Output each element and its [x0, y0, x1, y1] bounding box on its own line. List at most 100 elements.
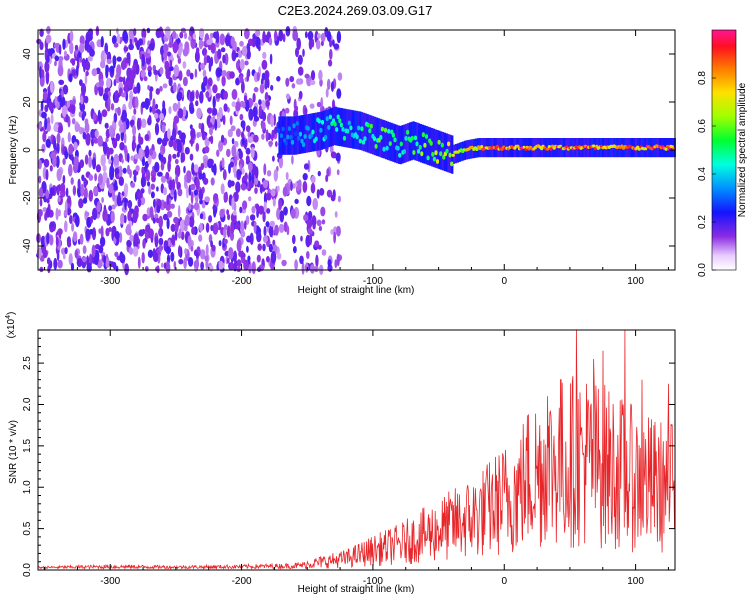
snr-ytick-label: 2.0: [22, 397, 33, 411]
spectrogram-signal-point: [380, 126, 384, 132]
spectrogram-noise-blob: [184, 174, 187, 182]
spectrogram-xtick-label: -100: [363, 276, 383, 287]
spectrogram-signal-point: [448, 152, 452, 158]
spectrogram-noise-blob: [336, 169, 340, 176]
spectrogram-noise-blob: [55, 155, 60, 168]
spectrogram-noise-blob: [212, 31, 219, 39]
spectrogram-noise-blob: [301, 262, 305, 275]
spectrogram-noise-blob: [261, 59, 268, 70]
spectrogram-noise-blob: [155, 28, 162, 39]
spectrogram-signal-point: [426, 155, 430, 161]
spectrogram-noise-blob: [309, 232, 313, 246]
spectrogram-signal-point: [379, 135, 383, 140]
spectrogram-noise-blob: [93, 186, 99, 196]
spectrogram-signal-point: [284, 140, 288, 146]
spectrogram-signal-point: [317, 118, 321, 124]
spectrogram-noise-blob: [234, 140, 239, 148]
spectrogram-noise-blob: [327, 259, 332, 267]
spectrogram-noise-blob: [126, 239, 132, 247]
spectrogram-signal-point: [298, 131, 302, 137]
spectrogram-noise-blob: [128, 247, 134, 255]
spectrogram-noise-blob: [153, 198, 156, 208]
spectrogram-signal-point: [495, 144, 499, 148]
spectrogram-noise-blob: [265, 129, 269, 142]
spectrogram-band: [305, 114, 309, 153]
spectrogram-noise-blob: [317, 244, 322, 250]
spectrogram-noise-blob: [326, 168, 330, 177]
spectrogram-noise-blob: [278, 29, 284, 42]
spectrogram-noise-blob: [312, 198, 319, 210]
spectrogram-noise-blob: [256, 254, 261, 263]
spectrogram-noise-blob: [239, 113, 244, 121]
spectrogram-noise-blob: [251, 206, 256, 214]
spectrogram-band: [375, 117, 378, 156]
spectrogram-noise-blob: [171, 30, 177, 39]
spectrogram-noise-blob: [39, 28, 44, 37]
spectrogram-noise-blob: [177, 47, 182, 57]
spectrogram-noise-blob: [148, 186, 152, 195]
spectrogram-signal-point: [363, 136, 367, 142]
spectrogram-noise-blob: [83, 187, 88, 201]
spectrogram-noise-blob: [223, 90, 229, 100]
spectrogram-noise-blob: [235, 181, 241, 193]
spectrogram-signal-point: [666, 144, 670, 148]
spectrogram-signal-point: [339, 122, 343, 128]
spectrogram-noise-blob: [155, 88, 160, 95]
spectrogram-noise-blob: [262, 51, 267, 60]
spectrogram-noise-blob: [151, 175, 156, 183]
spectrogram-noise-blob: [152, 217, 156, 224]
spectrogram-band: [392, 123, 395, 162]
spectrogram-noise-blob: [155, 266, 160, 272]
spectrogram-noise-blob: [69, 30, 74, 42]
spectrogram-noise-blob: [173, 216, 179, 224]
spectrogram-noise-blob: [56, 168, 62, 182]
spectrogram-noise-blob: [106, 177, 110, 189]
spectrogram-noise-blob: [167, 239, 171, 248]
spectrogram-noise-blob: [47, 265, 51, 274]
snr-ytick-label: 1.0: [22, 480, 33, 494]
spectrogram-noise-blob: [55, 236, 59, 247]
spectrogram-noise-blob: [100, 36, 104, 48]
spectrogram-noise-blob: [53, 140, 57, 150]
chart-title: C2E3.2024.269.03.09.G17: [278, 3, 433, 18]
spectrogram-noise-blob: [182, 106, 187, 117]
spectrogram-noise-blob: [123, 46, 129, 52]
spectrogram-noise-blob: [285, 93, 290, 100]
spectrogram-noise-blob: [182, 61, 187, 69]
spectrogram-band: [403, 124, 406, 163]
spectrogram-signal-point: [547, 145, 552, 149]
spectrogram-noise-blob: [129, 119, 135, 126]
snr-xtick-label: 100: [627, 576, 644, 587]
spectrogram-noise-blob: [135, 165, 140, 172]
spectrogram-noise-blob: [113, 42, 119, 48]
spectrogram-noise-blob: [295, 47, 299, 58]
spectrogram-noise-blob: [208, 136, 213, 142]
spectrogram-noise-blob: [249, 182, 254, 189]
spectrogram-noise-blob: [306, 195, 312, 207]
spectrogram-noise-blob: [130, 182, 136, 188]
spectrogram-noise-blob: [149, 148, 153, 156]
spectrogram-noise-blob: [218, 240, 222, 247]
spectrogram-noise-blob: [289, 76, 295, 83]
spectrogram-signal-point: [410, 135, 414, 141]
spectrogram-noise-blob: [71, 222, 75, 232]
spectrogram-noise-blob: [115, 133, 121, 142]
snr-xtick-label: -200: [232, 576, 252, 587]
spectrogram-noise-blob: [79, 43, 85, 54]
spectrogram-noise-blob: [196, 132, 200, 139]
spectrogram-noise-blob: [232, 210, 237, 216]
spectrogram-noise-blob: [49, 165, 53, 172]
spectrogram-noise-blob: [107, 96, 111, 108]
spectrogram-ytick-label: 20: [22, 96, 33, 108]
spectrogram-noise-blob: [54, 96, 58, 107]
spectrogram-noise-blob: [173, 115, 180, 125]
spectrogram-noise-blob: [229, 115, 233, 126]
spectrogram-noise-blob: [212, 84, 218, 94]
spectrogram-noise-blob: [120, 124, 125, 131]
spectrogram-signal-point: [637, 147, 641, 151]
spectrogram-noise-blob: [319, 188, 325, 196]
spectrogram-band: [296, 115, 299, 155]
spectrogram-noise-blob: [80, 83, 87, 96]
spectrogram-noise-blob: [62, 158, 66, 165]
spectrogram-noise-blob: [76, 257, 83, 268]
